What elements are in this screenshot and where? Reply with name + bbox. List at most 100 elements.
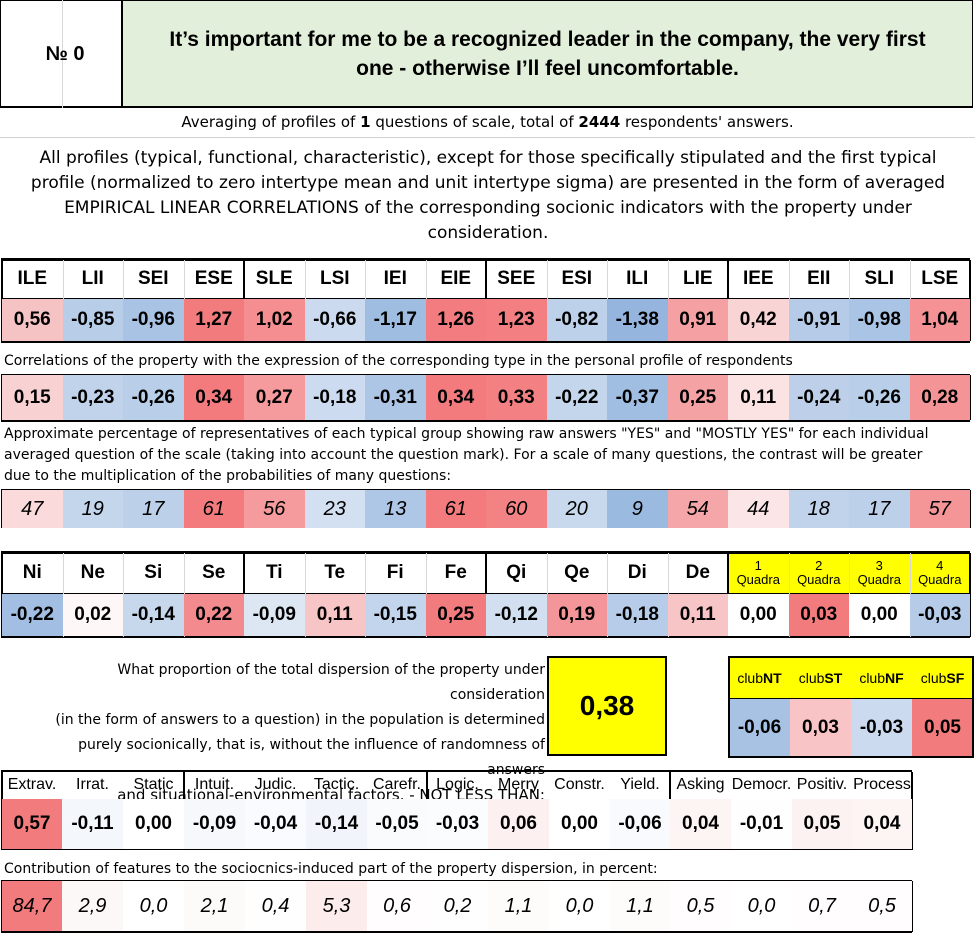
type-label-9: ESI: [546, 260, 607, 298]
type-profile-14: -0,98: [849, 299, 910, 341]
grid-line: [1, 341, 970, 343]
type-percent-2: 17: [123, 490, 184, 528]
club-code: ST: [824, 670, 843, 686]
type-profile-13: -0,91: [788, 299, 849, 341]
dispersion-value: 0,38: [547, 656, 667, 756]
grid-line: [1, 551, 970, 554]
club-value-3: 0,05: [912, 699, 973, 756]
type-percent-0: 47: [2, 490, 63, 528]
feature-label-10: Yield.: [620, 776, 660, 793]
type-percent-6: 13: [365, 490, 426, 528]
feature-label-2: Static: [133, 776, 174, 793]
quadra-value-0: 0,00: [728, 594, 789, 636]
grid-line: [911, 881, 913, 932]
grid-line: [969, 490, 971, 528]
respondent-count: 2444: [578, 113, 621, 131]
function-label-9: Qe: [564, 562, 590, 583]
quadra-word: Quadra: [736, 572, 780, 587]
feature-label-12: Democr.: [731, 776, 792, 793]
club-value-0: -0,06: [729, 699, 790, 756]
type-correlation-9: -0,22: [546, 375, 607, 420]
type-percent-11: 54: [667, 490, 728, 528]
header-number-divider: [62, 0, 63, 108]
function-value-0: -0,22: [2, 594, 63, 636]
club-prefix: club: [737, 670, 763, 686]
feature-label-3: Intuit.: [194, 776, 235, 793]
type-profile-1: -0,85: [62, 299, 123, 341]
feature-contribution-9: 0,0: [549, 881, 610, 931]
type-correlation-11: 0,25: [667, 375, 728, 420]
club-code: NF: [885, 670, 904, 686]
type-label-1: LII: [62, 260, 123, 298]
grid-line: [972, 656, 974, 758]
function-label-8: Qi: [506, 562, 527, 583]
header-number-box: [0, 0, 122, 108]
type-correlation-15: 0,28: [909, 375, 970, 420]
grid-line: [911, 772, 913, 850]
type-percent-3: 61: [183, 490, 244, 528]
function-label-7: Fe: [444, 562, 467, 583]
quadra-value-3: -0,03: [909, 594, 970, 636]
feature-value-4: -0,04: [245, 799, 306, 849]
type-correlation-14: -0,26: [849, 375, 910, 420]
feature-label-5: Tactic.: [313, 776, 360, 793]
quadra-word: Quadra: [797, 572, 841, 587]
type-percent-9: 20: [546, 490, 607, 528]
club-prefix: club: [859, 670, 885, 686]
type-label-6: IEI: [365, 260, 426, 298]
type-correlation-10: -0,37: [607, 375, 668, 420]
grid-line: [1, 849, 912, 850]
feature-value-0: 0,57: [2, 799, 62, 849]
feature-value-12: -0,01: [731, 799, 792, 849]
feature-label-1: Irrat.: [76, 776, 109, 793]
function-label-11: De: [685, 562, 710, 583]
function-label-5: Te: [324, 562, 346, 583]
feature-value-5: -0,14: [306, 799, 367, 849]
function-value-4: -0,09: [244, 594, 305, 636]
type-label-13: EII: [788, 260, 849, 298]
type-label-4: SLE: [244, 260, 305, 298]
feature-value-3: -0,09: [184, 799, 245, 849]
club-label-3: club SF: [912, 658, 973, 698]
type-label-11: LIE: [667, 260, 728, 298]
club-prefix: club: [920, 670, 947, 686]
type-profile-0: 0,56: [2, 299, 63, 341]
feature-contribution-0: 84,7: [2, 881, 62, 931]
type-correlation-0: 0,15: [2, 375, 63, 420]
grid-line: [729, 756, 973, 758]
function-value-10: -0,18: [607, 594, 668, 636]
function-label-3: Se: [202, 562, 226, 583]
quadra-number: 3: [875, 558, 883, 573]
type-label-8: SEE: [486, 260, 547, 298]
quadra-label-1: 2 Quadra: [788, 553, 849, 593]
type-label-15: LSE: [909, 260, 970, 298]
quadra-word: Quadra: [857, 572, 901, 587]
feature-value-7: -0,03: [427, 799, 488, 849]
grid-line: [729, 656, 973, 658]
dispersion-text: What proportion of the total dispersion …: [55, 662, 545, 804]
type-profile-8: 1,23: [486, 299, 547, 341]
feature-value-2: 0,00: [123, 799, 184, 849]
question-number: № 0: [45, 42, 85, 65]
type-profile-4: 1,02: [244, 299, 305, 341]
type-profile-10: -1,38: [607, 299, 668, 341]
function-value-7: 0,25: [425, 594, 486, 636]
feature-label-4: Judic.: [254, 776, 297, 793]
type-profile-11: 0,91: [667, 299, 728, 341]
type-percent-10: 9: [607, 490, 668, 528]
type-percent-13: 18: [788, 490, 849, 528]
type-correlation-1: -0,23: [62, 375, 123, 420]
type-profile-5: -0,66: [304, 299, 365, 341]
feature-contribution-11: 0,5: [670, 881, 731, 931]
grid-line: [969, 553, 971, 637]
type-profile-2: -0,96: [123, 299, 184, 341]
grid-line: [1, 636, 970, 638]
type-label-0: ILE: [2, 260, 63, 298]
type-correlation-12: 0,11: [728, 375, 789, 420]
question-statement-box: It’s important for me to be a recognized…: [122, 0, 973, 108]
feature-contribution-4: 0,4: [245, 881, 306, 931]
club-code: SF: [946, 670, 965, 686]
club-label-2: club NF: [851, 658, 912, 698]
type-percent-15: 57: [909, 490, 970, 528]
feature-contribution-6: 0,6: [367, 881, 427, 931]
